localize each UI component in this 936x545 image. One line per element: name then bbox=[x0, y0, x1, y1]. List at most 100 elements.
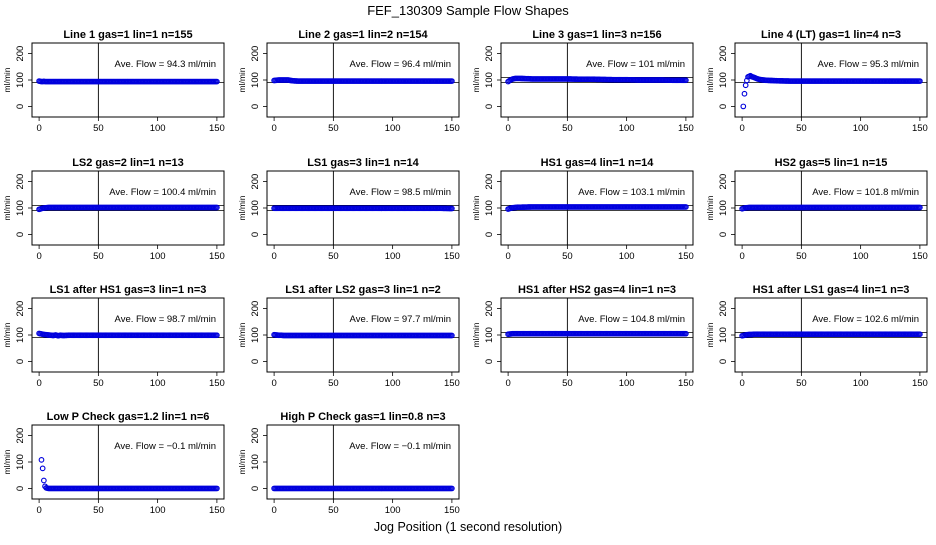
data-point bbox=[683, 330, 689, 337]
x-tick-label: 100 bbox=[853, 378, 869, 389]
y-tick-label: 200 bbox=[250, 174, 261, 190]
x-tick-label: 100 bbox=[619, 378, 635, 389]
x-tick-label: 0 bbox=[739, 123, 744, 134]
x-tick-label: 100 bbox=[385, 505, 401, 516]
x-tick-label: 0 bbox=[36, 251, 41, 262]
data-point bbox=[742, 82, 749, 89]
average-flow-annotation: Ave. Flow = 96.4 ml/min bbox=[350, 59, 451, 70]
panel-title: LS2 gas=2 lin=1 n=13 bbox=[72, 157, 184, 169]
x-tick-label: 150 bbox=[678, 378, 694, 389]
data-point bbox=[449, 332, 455, 339]
panels-group: Line 1 gas=1 lin=1 n=155 0 50 100 150 0 100 200… bbox=[2, 29, 928, 516]
data-point bbox=[917, 78, 923, 84]
y-axis-label: ml/min bbox=[705, 67, 715, 92]
panel-13: Low P Check gas=1.2 lin=1 n=6 0 50 100 150 0 1… bbox=[2, 411, 225, 516]
y-tick-label: 0 bbox=[484, 104, 495, 109]
data-point bbox=[214, 78, 220, 85]
y-axis-label: ml/min bbox=[471, 195, 481, 220]
panel-title: Line 4 (LT) gas=1 lin=4 n=3 bbox=[761, 29, 901, 41]
panel-11: HS1 after HS2 gas=4 lin=1 n=3 0 50 100 150 0 1… bbox=[471, 284, 694, 389]
y-tick-label: 100 bbox=[15, 200, 26, 216]
y-tick-label: 0 bbox=[250, 104, 261, 109]
panel-2: Line 2 gas=1 lin=2 n=154 0 50 100 150 0 100 200… bbox=[237, 29, 460, 134]
y-axis-label: ml/min bbox=[237, 195, 247, 220]
y-tick-label: 0 bbox=[15, 486, 26, 491]
average-flow-annotation: Ave. Flow = 103.1 ml/min bbox=[578, 187, 685, 198]
x-tick-label: 50 bbox=[93, 251, 104, 262]
data-point bbox=[214, 485, 220, 492]
panel-12: HS1 after LS1 gas=4 lin=1 n=3 0 50 100 150 0 1… bbox=[705, 284, 928, 389]
data-point bbox=[917, 331, 923, 338]
average-flow-annotation: Ave. Flow = 102.6 ml/min bbox=[812, 314, 919, 325]
y-tick-label: 200 bbox=[15, 301, 26, 317]
panel-6: LS1 gas=3 lin=1 n=14 0 50 100 150 0 100 200ml/m… bbox=[237, 157, 460, 262]
panel-5: LS2 gas=2 lin=1 n=13 0 50 100 150 0 100 200ml/m… bbox=[2, 157, 225, 262]
x-tick-label: 150 bbox=[912, 251, 928, 262]
y-axis-label: ml/min bbox=[471, 67, 481, 92]
data-point bbox=[744, 77, 750, 84]
x-tick-label: 0 bbox=[271, 251, 276, 262]
x-tick-label: 0 bbox=[739, 251, 744, 262]
average-flow-annotation: Ave. Flow = 95.3 ml/min bbox=[818, 59, 919, 70]
average-flow-annotation: Ave. Flow = 97.7 ml/min bbox=[350, 314, 451, 325]
panel-4: Line 4 (LT) gas=1 lin=4 n=3 0 50 100 150 0 100… bbox=[705, 29, 928, 134]
y-tick-label: 100 bbox=[718, 200, 729, 216]
average-flow-annotation: Ave. Flow = 98.7 ml/min bbox=[115, 314, 216, 325]
data-point bbox=[449, 205, 455, 212]
y-tick-label: 200 bbox=[250, 301, 261, 317]
x-tick-label: 50 bbox=[796, 123, 807, 134]
x-tick-label: 100 bbox=[385, 123, 401, 134]
panel-1: Line 1 gas=1 lin=1 n=155 0 50 100 150 0 100 200… bbox=[2, 29, 225, 134]
x-tick-label: 150 bbox=[209, 378, 225, 389]
panel-3: Line 3 gas=1 lin=3 n=156 0 50 100 150 0 100 200… bbox=[471, 29, 694, 134]
x-tick-label: 0 bbox=[505, 378, 510, 389]
data-point bbox=[41, 477, 47, 484]
panel-title: Line 3 gas=1 lin=3 n=156 bbox=[532, 29, 661, 41]
panel-title: HS1 after LS1 gas=4 lin=1 n=3 bbox=[753, 284, 910, 296]
x-tick-label: 50 bbox=[93, 378, 104, 389]
x-tick-label: 100 bbox=[853, 123, 869, 134]
x-tick-label: 50 bbox=[562, 251, 573, 262]
x-tick-label: 150 bbox=[209, 251, 225, 262]
x-tick-label: 100 bbox=[385, 251, 401, 262]
x-tick-label: 100 bbox=[150, 505, 166, 516]
y-axis-label: ml/min bbox=[237, 449, 247, 474]
data-point bbox=[741, 90, 748, 97]
x-tick-label: 150 bbox=[678, 251, 694, 262]
y-tick-label: 100 bbox=[15, 454, 26, 470]
x-tick-label: 50 bbox=[796, 378, 807, 389]
y-tick-label: 0 bbox=[15, 232, 26, 237]
x-tick-label: 150 bbox=[444, 123, 460, 134]
x-tick-label: 50 bbox=[796, 251, 807, 262]
y-tick-label: 100 bbox=[250, 454, 261, 470]
x-tick-label: 0 bbox=[505, 123, 510, 134]
y-tick-label: 200 bbox=[15, 46, 26, 62]
x-tick-label: 50 bbox=[328, 123, 339, 134]
x-tick-label: 0 bbox=[36, 505, 41, 516]
average-flow-annotation: Ave. Flow = 104.8 ml/min bbox=[578, 314, 685, 325]
x-tick-label: 150 bbox=[912, 378, 928, 389]
panel-title: LS1 after LS2 gas=3 lin=1 n=2 bbox=[285, 284, 441, 296]
x-tick-label: 150 bbox=[912, 123, 928, 134]
x-tick-label: 50 bbox=[328, 251, 339, 262]
y-tick-label: 100 bbox=[484, 200, 495, 216]
panel-title: HS2 gas=5 lin=1 n=15 bbox=[775, 157, 888, 169]
y-tick-label: 100 bbox=[484, 327, 495, 343]
x-tick-label: 50 bbox=[562, 378, 573, 389]
y-tick-label: 200 bbox=[718, 301, 729, 317]
panel-9: LS1 after HS1 gas=3 lin=1 n=3 0 50 100 150 0 1… bbox=[2, 284, 225, 389]
y-tick-label: 200 bbox=[484, 301, 495, 317]
x-tick-label: 50 bbox=[93, 123, 104, 134]
average-flow-annotation: Ave. Flow = −0.1 ml/min bbox=[349, 441, 451, 452]
x-tick-label: 100 bbox=[150, 123, 166, 134]
y-tick-label: 200 bbox=[250, 428, 261, 444]
y-tick-label: 200 bbox=[484, 174, 495, 190]
y-tick-label: 0 bbox=[250, 232, 261, 237]
panel-title: LS1 after HS1 gas=3 lin=1 n=3 bbox=[50, 284, 207, 296]
y-tick-label: 0 bbox=[250, 359, 261, 364]
y-tick-label: 0 bbox=[718, 104, 729, 109]
y-tick-label: 0 bbox=[15, 359, 26, 364]
y-axis-label: ml/min bbox=[705, 195, 715, 220]
y-tick-label: 0 bbox=[484, 232, 495, 237]
x-tick-label: 150 bbox=[209, 505, 225, 516]
